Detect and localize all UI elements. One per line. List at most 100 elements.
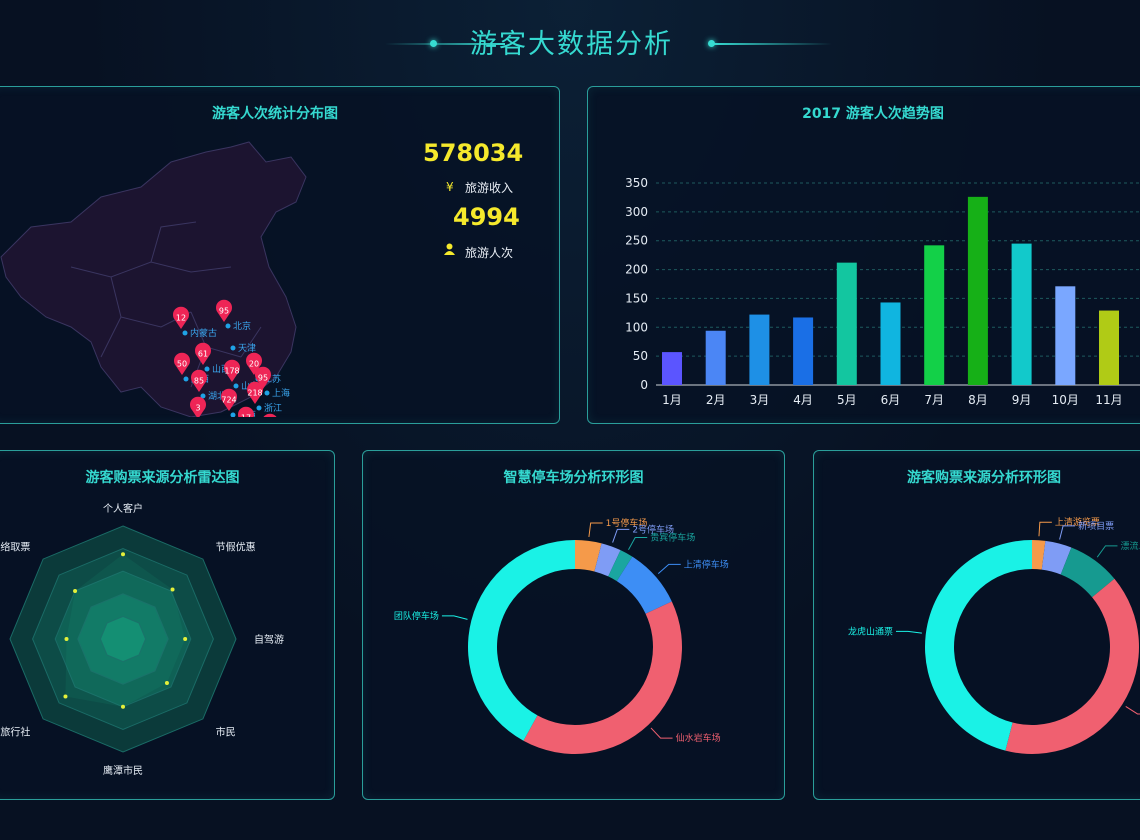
- y-tick-label: 200: [625, 263, 648, 277]
- donut-slice-label: 2号停车场: [632, 523, 674, 535]
- x-tick-label: 11月: [1095, 393, 1122, 407]
- radar-axis-label: 网络取票: [0, 540, 30, 553]
- map-pin-icon: [190, 396, 206, 417]
- map-pin-icon: [245, 352, 262, 375]
- y-tick-label: 350: [625, 176, 648, 190]
- radar-panel: 游客购票来源分析雷达图 个人客户节假优惠自驾游市民鹰潭市民省外旅行社旅行社网络取…: [0, 450, 335, 800]
- bar: [924, 245, 945, 385]
- map-marker-value: 724: [221, 396, 236, 405]
- map-marker-dot: [230, 345, 236, 351]
- map-pin-icon: [224, 359, 240, 382]
- china-map: 12内蒙古95北京天津61山西50陕西178山东20江苏95上海85湖北218浙…: [0, 141, 307, 418]
- x-tick-label: 4月: [793, 393, 813, 407]
- visitor-count-label: 旅游人次: [465, 246, 514, 260]
- donut-slice-label: 团队停车场: [394, 610, 439, 622]
- donut-leader-line: [441, 615, 468, 620]
- page-title: 游客大数据分析: [470, 29, 673, 60]
- bar: [662, 352, 682, 385]
- map-marker: 95 北京: [216, 299, 251, 332]
- map-marker-label: 北京: [233, 320, 251, 332]
- yen-icon: ¥: [446, 180, 454, 194]
- y-tick-label: 150: [625, 291, 648, 305]
- bar: [1011, 243, 1032, 385]
- map-marker-dot: [233, 383, 239, 389]
- radar-axis-label: 省外旅行社: [0, 726, 30, 739]
- map-marker-dot: [183, 376, 189, 382]
- radar-series-area: [65, 554, 186, 707]
- donut-slice-label: 漂流…: [1120, 540, 1140, 552]
- map-pin-icon: [190, 369, 207, 392]
- donut-slice: [616, 556, 672, 614]
- bar: [1055, 286, 1076, 385]
- header-dot-left: [430, 40, 437, 47]
- bar: [880, 302, 901, 385]
- map-marker: 17福建: [238, 406, 254, 418]
- x-tick-label: 8月: [968, 393, 988, 407]
- radar-point: [170, 587, 175, 592]
- user-icon: [444, 243, 455, 258]
- map-pin-icon: [172, 306, 189, 329]
- map-marker-dot: [256, 405, 262, 411]
- bar: [967, 196, 988, 385]
- radar-axis-label: 个人客户: [103, 502, 143, 515]
- ticket-donut-title: 游客购票来源分析环形图: [907, 470, 1061, 486]
- map-marker-value: 61: [198, 350, 208, 359]
- map-marker-dot: [182, 330, 188, 336]
- donut-slice: [1060, 547, 1115, 598]
- map-marker-label: 内蒙古: [190, 327, 217, 339]
- map-marker-dot: [264, 390, 270, 396]
- donut-leader-line: [612, 528, 630, 543]
- map-marker-dot: [225, 323, 231, 329]
- donut-slice: [523, 601, 682, 754]
- radar-point: [183, 637, 188, 641]
- radar-point: [63, 694, 68, 699]
- radar-axis-label: 节假优惠: [216, 540, 256, 553]
- donut-leader-line: [657, 563, 681, 574]
- map-marker: 3湖南: [190, 396, 206, 417]
- donut-slice: [468, 540, 575, 741]
- x-tick-label: 9月: [1012, 393, 1032, 407]
- page-header: 游客大数据分析: [0, 18, 1140, 68]
- donut-slice: [1032, 540, 1046, 570]
- radar-chart-title: 游客购票来源分析雷达图: [85, 470, 240, 486]
- donut-slice-label: 龙虎山通票: [848, 625, 893, 637]
- map-marker-label: 上海: [272, 387, 290, 399]
- donut-slice-label: 仙水岩车场: [676, 732, 721, 744]
- map-markers: 12内蒙古95北京天津61山西50陕西178山东20江苏95上海85湖北218浙…: [172, 299, 290, 418]
- y-tick-label: 300: [625, 205, 648, 219]
- map-marker: 95 上海: [254, 366, 290, 399]
- map-marker-value: 50: [177, 360, 187, 369]
- map-marker: 61 山西: [195, 342, 230, 375]
- donut-slice: [925, 540, 1032, 751]
- x-tick-label: 10月: [1052, 393, 1079, 407]
- map-marker-dot: [204, 366, 210, 372]
- map-marker-value: 95: [219, 307, 229, 316]
- bar-chart-title: 2017 游客人次趋势图: [802, 106, 944, 122]
- donut-slice: [594, 543, 621, 577]
- bar: [749, 314, 770, 385]
- map-marker-label: 浙江: [264, 402, 282, 414]
- map-marker-value: 20: [249, 360, 259, 369]
- donut-leader-line: [1059, 525, 1076, 540]
- radar-chart: 个人客户节假优惠自驾游市民鹰潭市民省外旅行社旅行社网络取票: [0, 502, 284, 777]
- map-marker-value: 85: [194, 377, 204, 386]
- donut-slice-label: 贵宾停车场: [650, 531, 695, 543]
- map-outline: [0, 141, 307, 417]
- map-pin-icon: [220, 388, 237, 411]
- revenue-label: 旅游收入: [465, 181, 514, 195]
- donut-slice: [1005, 578, 1139, 754]
- radar-axis-label: 自驾游: [254, 633, 284, 646]
- donut-slice-label: 上清游览票: [1055, 516, 1100, 528]
- bar: [793, 317, 814, 385]
- donut-leader-line: [1038, 521, 1052, 537]
- map-marker-value: 17: [241, 414, 251, 418]
- map-panel: 游客人次统计分布图 12内蒙古95北京天津61山西50陕西178山东20江苏95…: [0, 86, 560, 424]
- map-marker-value: 178: [224, 367, 239, 376]
- y-tick-label: 0: [640, 378, 648, 392]
- map-marker-value: 95: [258, 374, 268, 383]
- map-marker: 50台湾: [263, 413, 277, 417]
- map-panel-title: 游客人次统计分布图: [212, 106, 338, 122]
- x-tick-label: 2月: [706, 393, 726, 407]
- x-tick-label: 6月: [881, 393, 901, 407]
